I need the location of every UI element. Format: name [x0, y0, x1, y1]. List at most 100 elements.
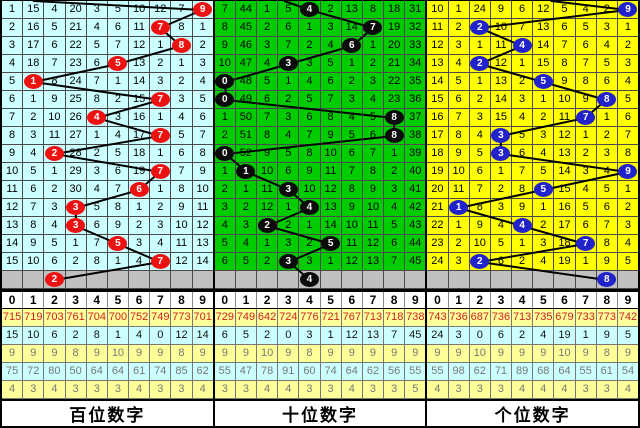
stat-cell: 50: [65, 363, 87, 382]
stat-cell: 64: [554, 363, 576, 382]
trend-row: 3 17 6 22 5 7 12 1 8 2: [2, 37, 213, 55]
stats-table: 715 719 703 761 704 700 752 749 773 701 15 10 6 2 8 1 4 0…: [2, 309, 213, 400]
miss-count-cell: [575, 271, 597, 289]
miss-count-cell: 4: [44, 1, 66, 19]
miss-count-cell: 2: [469, 91, 491, 109]
miss-count-cell: 4: [299, 73, 321, 91]
miss-count-cell: 21: [427, 199, 449, 217]
drawn-digit-ball: 5: [108, 56, 128, 71]
miss-count-cell: 50: [235, 109, 258, 127]
miss-count-cell: 3: [65, 217, 87, 235]
stat-cell: 9: [533, 345, 555, 364]
miss-count-cell: 18: [554, 235, 576, 253]
digit-header-cell: 7: [150, 291, 172, 309]
miss-count-cell: 5: [44, 19, 66, 37]
miss-count-cell: 11: [448, 181, 470, 199]
miss-count-cell: 8: [596, 91, 618, 109]
drawn-digit-ball: 7: [150, 128, 170, 143]
trend-row: 20 11 7 2 8 5 15 4 5 1: [427, 181, 639, 199]
miss-count-cell: 11: [171, 235, 193, 253]
miss-count-cell: 34: [405, 55, 426, 73]
miss-count-cell: 1: [469, 37, 491, 55]
digit-header-cell: 9: [624, 292, 632, 307]
miss-count-cell: 3: [448, 37, 470, 55]
miss-count-cell: 11: [427, 19, 449, 37]
miss-count-cell: 6: [575, 217, 597, 235]
divider: [427, 289, 639, 292]
stat-cell: 0: [278, 327, 300, 346]
miss-count-cell: 2: [533, 217, 555, 235]
stat-cell: 45: [405, 327, 426, 346]
miss-count-cell: 13: [427, 55, 449, 73]
miss-count-cell: 7: [2, 109, 24, 127]
stat-cell: 679: [554, 309, 576, 328]
miss-count-cell: 4: [150, 235, 172, 253]
stat-cell: 713: [512, 309, 534, 328]
miss-count-cell: 14: [554, 163, 576, 181]
miss-count-cell: 4: [512, 109, 534, 127]
stat-cell: 85: [171, 363, 193, 382]
miss-count-cell: 12: [362, 235, 385, 253]
stat-cell: 9: [2, 345, 24, 364]
stat-cell: 9: [44, 345, 66, 364]
miss-count-cell: [384, 271, 406, 289]
miss-count-cell: 5: [171, 127, 193, 145]
miss-count-cell: 1: [171, 55, 193, 73]
miss-count-cell: 1: [257, 235, 279, 253]
miss-count-cell: 4: [44, 217, 66, 235]
stat-cell: 3: [171, 381, 193, 400]
miss-count-cell: 10: [320, 145, 342, 163]
stat-cell: 4: [129, 327, 151, 346]
miss-count-cell: 20: [427, 181, 449, 199]
stat-cell: 9: [490, 345, 513, 364]
miss-count-cell: 7: [512, 19, 534, 37]
digit-header-cell: 5: [533, 291, 555, 309]
stat-cell: 743: [427, 309, 449, 328]
miss-count-cell: 10: [469, 235, 491, 253]
miss-count-cell: 7: [107, 37, 130, 55]
trend-row: 23 2 10 5 1 3 18 7 8 4: [427, 235, 639, 253]
stat-cell: 5: [405, 381, 426, 400]
stat-cell: 4: [554, 381, 576, 400]
predicted-digit-ball: 2: [44, 272, 64, 287]
miss-count-cell: 18: [427, 145, 449, 163]
drawn-digit-ball: 5: [533, 74, 553, 89]
drawn-digit-ball: 1: [236, 164, 256, 179]
stat-cell: 2: [512, 327, 534, 346]
trend-row: 1 1 10 6 9 11 7 8 2 40: [214, 163, 426, 181]
miss-count-cell: 7: [299, 127, 321, 145]
miss-count-cell: [23, 271, 45, 289]
miss-count-cell: 6: [299, 109, 321, 127]
miss-count-cell: 5: [2, 73, 24, 91]
stat-cell: 4: [533, 327, 555, 346]
miss-count-cell: 3: [320, 19, 342, 37]
stat-cell: 12: [171, 327, 193, 346]
stat-cell: 3: [299, 381, 321, 400]
miss-count-cell: 3: [278, 253, 300, 271]
trend-row: 0 48 5 1 4 6 2 3 22 35: [214, 73, 426, 91]
miss-count-cell: 1: [257, 1, 279, 19]
miss-count-cell: 11: [129, 19, 151, 37]
miss-count-cell: 6: [44, 253, 66, 271]
miss-count-cell: 10: [129, 1, 151, 19]
miss-count-cell: 7: [214, 1, 236, 19]
stat-cell: 3: [596, 381, 618, 400]
miss-count-cell: 14: [320, 217, 342, 235]
miss-count-cell: 10: [362, 199, 385, 217]
miss-count-cell: 6: [214, 253, 236, 271]
miss-count-cell: 6: [384, 235, 406, 253]
trend-row: 8 3 11 27 1 4 17 7 5 7: [2, 127, 213, 145]
stat-cell: 10: [469, 345, 491, 364]
miss-count-cell: 3: [490, 127, 513, 145]
trend-row: 15 6 2 14 3 1 10 9 8 5: [427, 91, 639, 109]
miss-count-cell: 8: [448, 127, 470, 145]
miss-count-cell: 7: [469, 181, 491, 199]
miss-count-cell: 45: [405, 253, 426, 271]
trend-row: 13 8 4 3 6 9 2 3 10 12: [2, 217, 213, 235]
drawn-digit-ball: 8: [171, 38, 191, 53]
miss-count-cell: 7: [44, 55, 66, 73]
miss-count-cell: 18: [129, 145, 151, 163]
miss-count-cell: 1: [575, 127, 597, 145]
stat-cell: 1: [107, 327, 130, 346]
miss-count-cell: 1: [596, 109, 618, 127]
